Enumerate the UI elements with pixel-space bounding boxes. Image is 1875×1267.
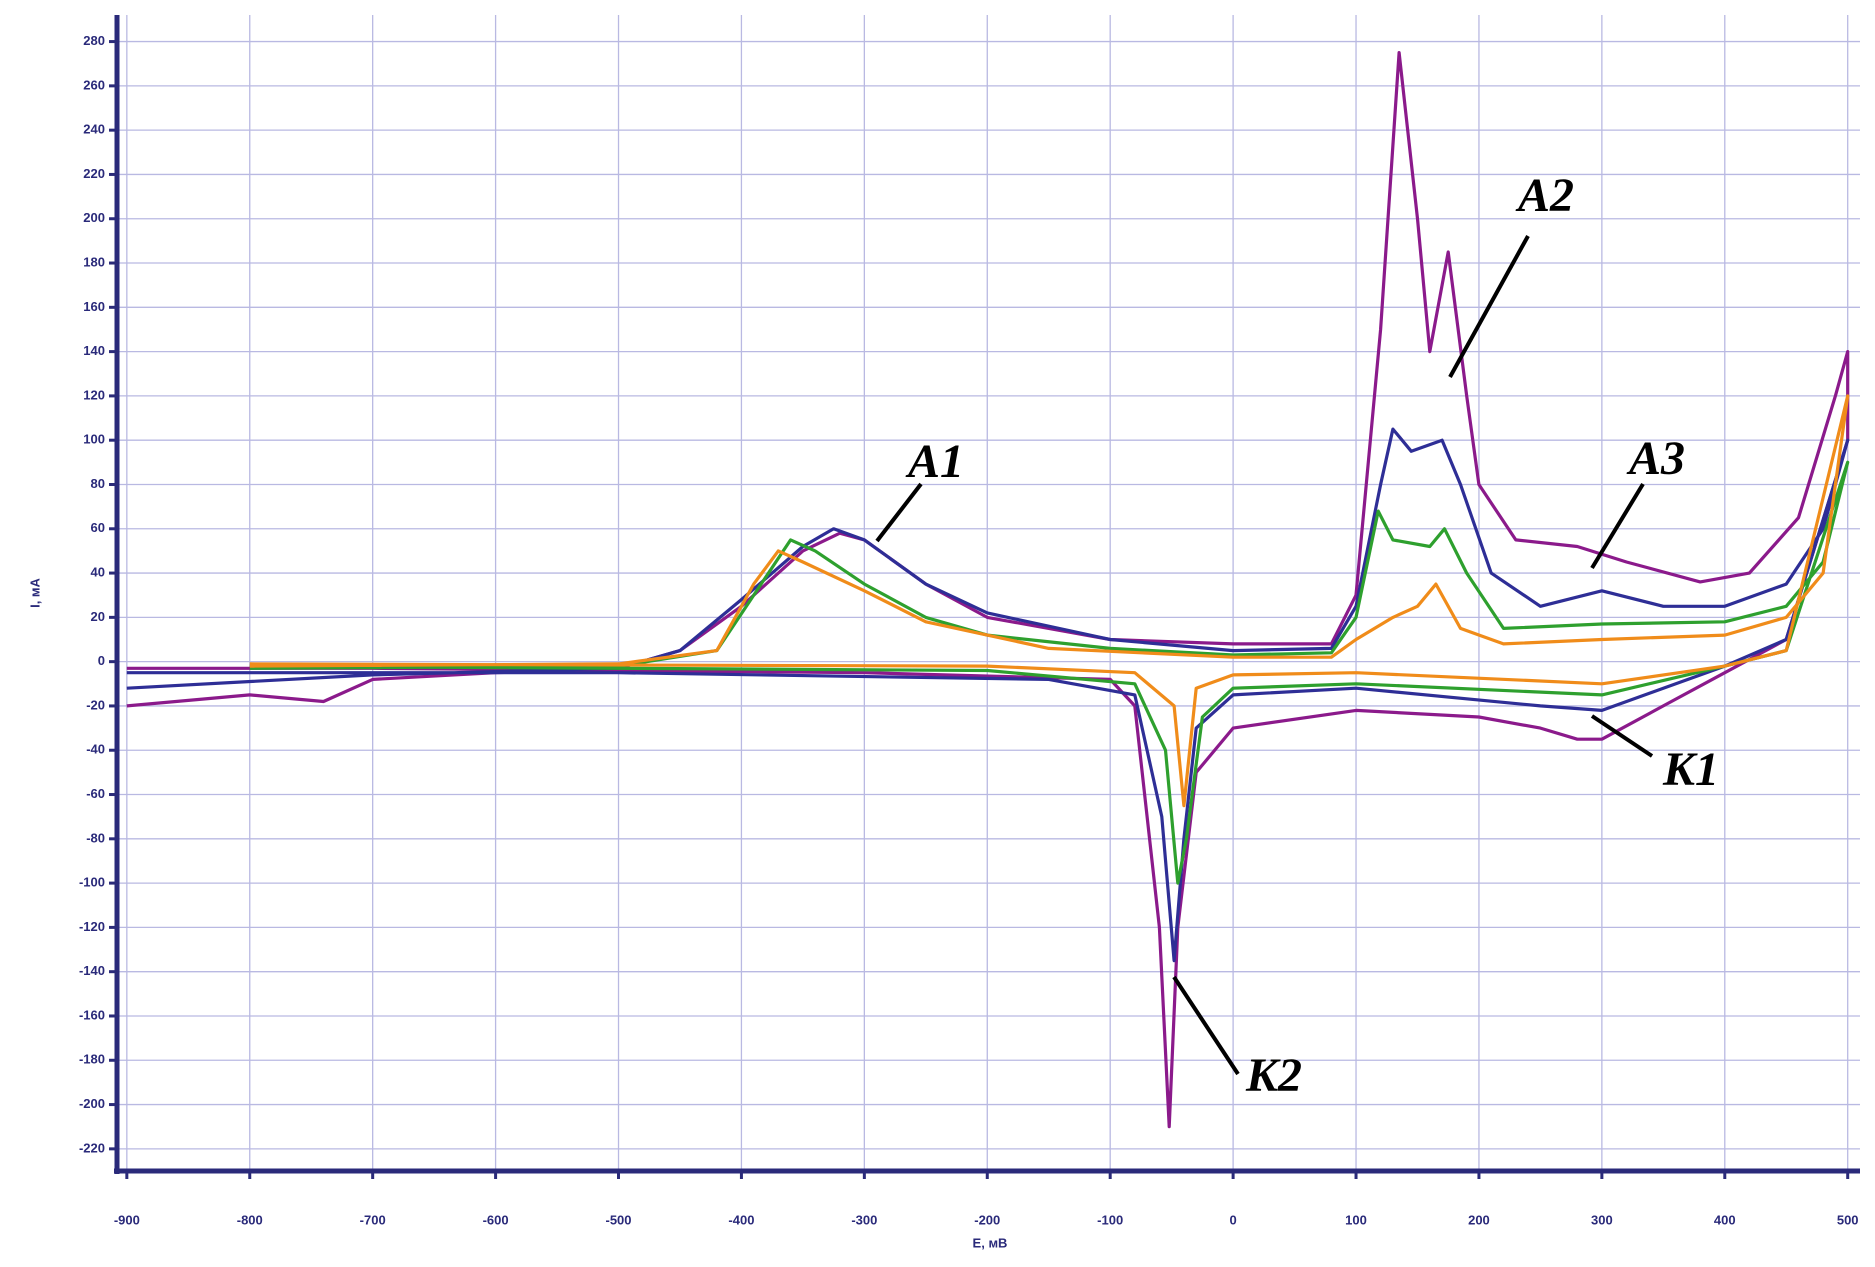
x-tick-label: -900 (114, 1212, 140, 1227)
y-tick-label: -200 (79, 1096, 105, 1111)
y-tick-label: 60 (91, 520, 105, 535)
x-tick-label: 200 (1468, 1212, 1490, 1227)
x-tick-label: -700 (360, 1212, 386, 1227)
data-line (249, 460, 1850, 885)
x-tick-label: -600 (483, 1212, 509, 1227)
y-tick-label: -220 (79, 1140, 105, 1155)
y-axis-title: I, мА (27, 577, 42, 607)
y-tick-label: 40 (91, 565, 105, 580)
annotation: A3 (1626, 432, 1685, 485)
y-tick-label: 0 (98, 653, 105, 668)
annotation: A1 (905, 435, 964, 488)
annotation-pointer (1590, 714, 1654, 758)
data-line (126, 427, 1850, 963)
y-tick-label: 100 (83, 432, 105, 447)
annotation-pointer (1172, 975, 1240, 1076)
y-tick-label: -40 (86, 742, 105, 757)
y-tick-label: -20 (86, 697, 105, 712)
y-tick-label: 20 (91, 609, 105, 624)
y-tick-label: 120 (83, 387, 105, 402)
y-tick-label: 80 (91, 476, 105, 491)
y-tick-label: -100 (79, 875, 105, 890)
annotation: K1 (1662, 743, 1719, 796)
y-tick-label: -120 (79, 919, 105, 934)
y-tick-label: -160 (79, 1007, 105, 1022)
annotation-pointer (1590, 482, 1645, 570)
x-tick-label: 0 (1229, 1212, 1236, 1227)
x-tick-label: 300 (1591, 1212, 1613, 1227)
y-tick-label: 160 (83, 299, 105, 314)
annotation: K2 (1245, 1049, 1302, 1102)
data-line (249, 394, 1850, 808)
x-tick-label: -300 (851, 1212, 877, 1227)
y-tick-label: -60 (86, 786, 105, 801)
x-tick-label: 500 (1837, 1212, 1859, 1227)
y-tick-label: -140 (79, 963, 105, 978)
x-tick-label: 400 (1714, 1212, 1736, 1227)
y-tick-label: 180 (83, 254, 105, 269)
x-tick-label: -400 (728, 1212, 754, 1227)
annotation-pointer (875, 482, 923, 543)
x-tick-label: 100 (1345, 1212, 1367, 1227)
y-tick-label: 240 (83, 122, 105, 137)
x-tick-label: -100 (1097, 1212, 1123, 1227)
y-tick-label: 140 (83, 343, 105, 358)
annotation-pointer (1448, 235, 1530, 378)
y-tick-label: 200 (83, 210, 105, 225)
x-tick-label: -500 (605, 1212, 631, 1227)
y-tick-label: 280 (83, 33, 105, 48)
y-tick-label: -180 (79, 1052, 105, 1067)
x-tick-label: -800 (237, 1212, 263, 1227)
y-tick-label: 260 (83, 77, 105, 92)
annotation: A2 (1515, 169, 1574, 222)
y-tick-label: -80 (86, 830, 105, 845)
y-tick-label: 220 (83, 166, 105, 181)
x-tick-label: -200 (974, 1212, 1000, 1227)
x-axis-title: E, мВ (973, 1235, 1008, 1250)
